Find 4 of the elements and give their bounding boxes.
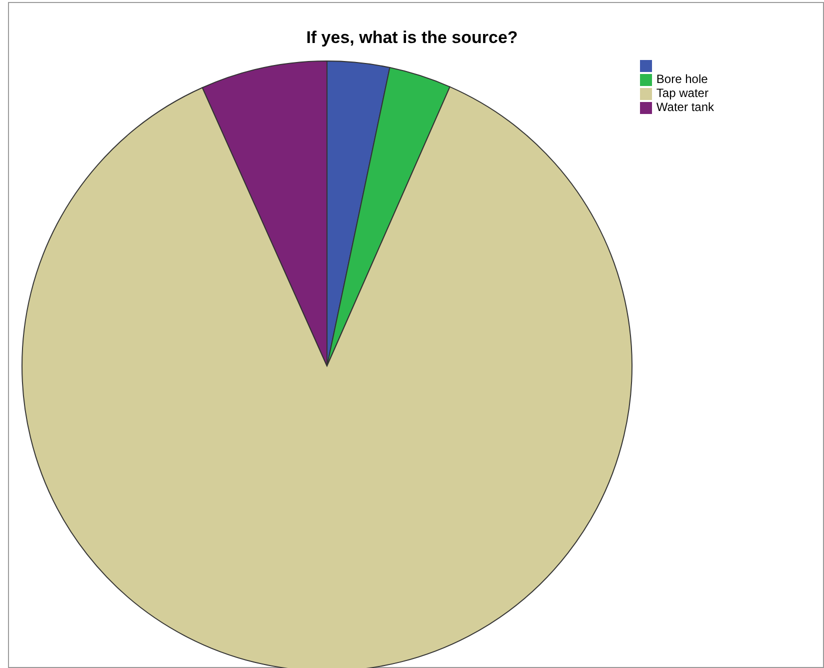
legend-label: Water tank <box>656 100 714 114</box>
legend-label: Tap water <box>656 86 708 100</box>
chart-title: If yes, what is the source? <box>305 28 519 48</box>
legend-label: Bore hole <box>656 72 708 86</box>
